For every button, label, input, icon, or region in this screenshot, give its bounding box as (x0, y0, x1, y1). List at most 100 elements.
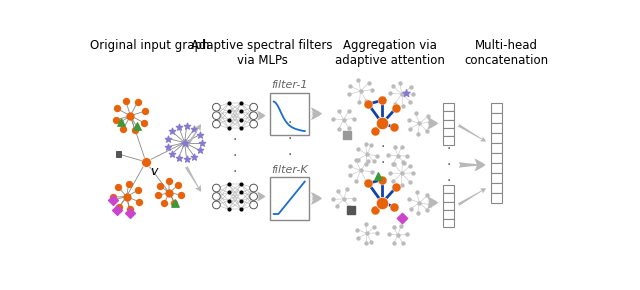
Circle shape (250, 103, 257, 111)
Point (406, 206, 416, 211)
Point (397, 216, 407, 220)
Point (390, 145, 400, 149)
Point (344, 164, 355, 169)
Point (163, 136, 173, 141)
Point (224, 126, 234, 131)
Bar (491, 113, 502, 123)
Point (377, 177, 387, 182)
Point (111, 118, 121, 122)
Point (182, 124, 192, 128)
Bar (443, 119, 454, 128)
Point (224, 198, 234, 203)
Point (392, 153, 403, 158)
Point (131, 124, 141, 129)
Point (404, 179, 415, 184)
Point (408, 92, 419, 97)
Point (397, 160, 408, 164)
Point (414, 200, 424, 205)
Point (167, 129, 177, 134)
Point (395, 80, 405, 85)
Point (369, 224, 380, 229)
Bar (443, 219, 454, 227)
Point (159, 201, 170, 206)
Text: ·
·
·: · · · (380, 140, 385, 186)
Point (114, 205, 124, 209)
Point (383, 153, 394, 157)
Point (118, 127, 128, 132)
Point (112, 208, 122, 213)
Point (173, 183, 183, 188)
Point (139, 121, 149, 125)
Text: Original input graph: Original input graph (90, 39, 209, 52)
Bar (443, 111, 454, 119)
Point (125, 207, 135, 211)
Point (361, 99, 371, 103)
Point (362, 162, 372, 166)
Bar (491, 163, 502, 173)
Circle shape (212, 184, 220, 192)
Point (405, 163, 415, 168)
Point (173, 124, 184, 129)
Point (366, 143, 376, 148)
Circle shape (250, 193, 257, 200)
Point (405, 126, 415, 131)
Bar (443, 202, 454, 210)
Point (408, 171, 419, 175)
Point (345, 173, 355, 177)
Point (353, 157, 364, 162)
Point (389, 162, 399, 167)
Bar (491, 153, 502, 163)
Point (363, 181, 373, 186)
Point (392, 233, 403, 237)
Point (405, 99, 415, 104)
Point (399, 160, 409, 165)
Bar (491, 193, 502, 203)
Text: v: v (150, 165, 157, 177)
Point (388, 204, 399, 209)
Point (396, 224, 406, 229)
Text: ·
·
·: · · · (287, 115, 291, 162)
Point (354, 100, 364, 105)
Point (189, 154, 200, 159)
Point (328, 197, 339, 202)
Point (173, 156, 184, 161)
Point (153, 193, 163, 198)
Circle shape (250, 184, 257, 192)
Point (397, 240, 408, 245)
Point (224, 101, 234, 105)
Point (367, 87, 377, 92)
Bar (116, 151, 122, 157)
Point (377, 200, 387, 205)
Point (113, 184, 123, 189)
Point (413, 132, 423, 136)
Point (224, 117, 234, 122)
Point (332, 204, 342, 209)
Point (353, 77, 364, 82)
Point (369, 159, 379, 164)
Point (236, 190, 246, 195)
Point (404, 197, 414, 201)
Circle shape (250, 120, 257, 128)
Point (391, 106, 401, 110)
Point (163, 144, 173, 149)
Point (141, 160, 151, 164)
Bar (491, 143, 502, 153)
Point (224, 182, 234, 186)
Point (410, 111, 420, 116)
Point (224, 207, 234, 211)
Point (361, 178, 371, 183)
Bar (443, 136, 454, 145)
Point (372, 154, 382, 158)
Point (425, 120, 435, 125)
Point (334, 126, 344, 131)
Point (402, 232, 412, 237)
Bar (270, 93, 308, 135)
Point (344, 92, 355, 97)
Point (385, 171, 395, 175)
Point (383, 232, 394, 236)
Point (353, 236, 363, 241)
Point (363, 102, 373, 106)
Point (195, 148, 205, 153)
Point (362, 152, 372, 157)
Circle shape (212, 193, 220, 200)
